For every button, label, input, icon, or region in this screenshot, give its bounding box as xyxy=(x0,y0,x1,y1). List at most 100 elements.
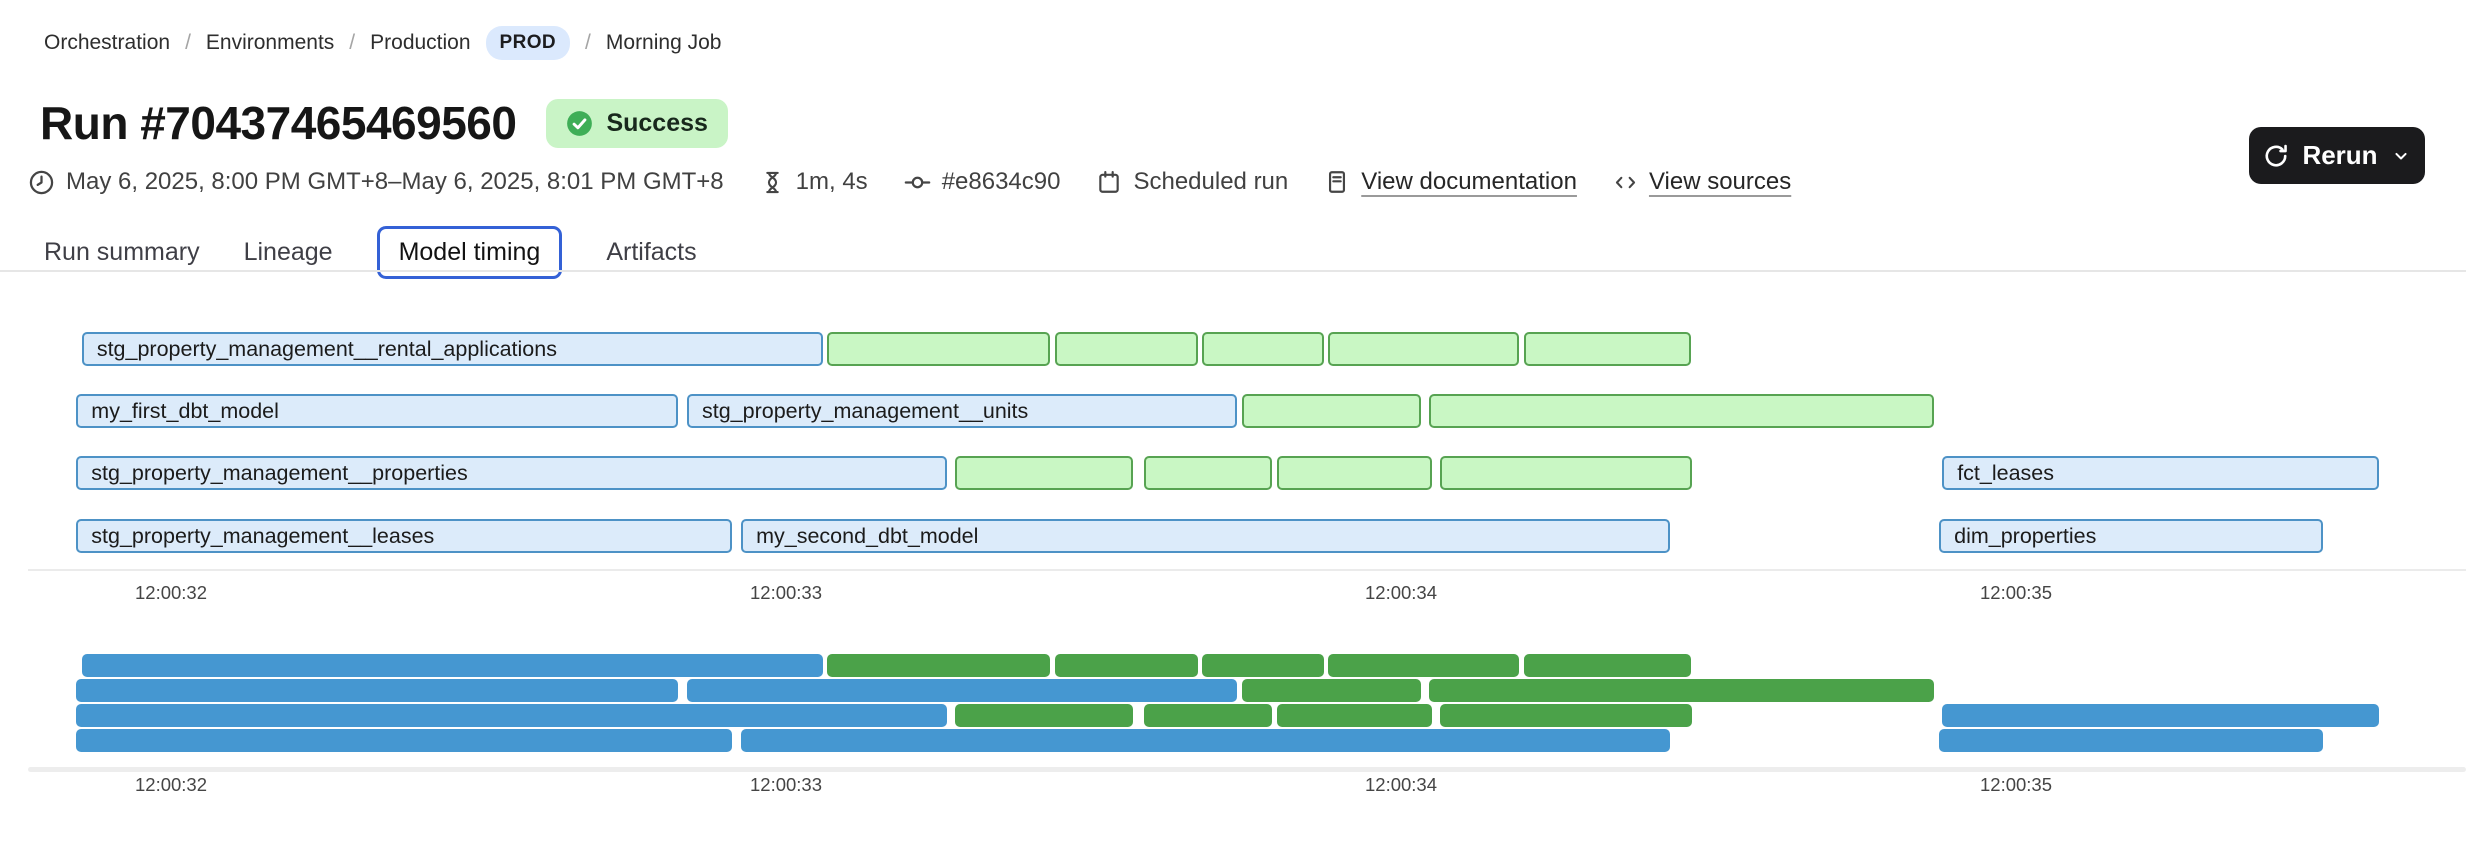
minimap-bar xyxy=(1942,704,2379,727)
gantt-bar[interactable]: stg_property_management__rental_applicat… xyxy=(81,332,823,366)
commit-icon xyxy=(904,176,931,188)
breadcrumb-separator: / xyxy=(349,31,356,54)
breadcrumb-item-environments[interactable]: Environments xyxy=(205,31,335,54)
rerun-label: Rerun xyxy=(2302,140,2378,170)
view-sources-label[interactable]: View sources xyxy=(1648,168,1792,195)
minimap-bar xyxy=(827,654,1051,677)
gantt-bar-label: stg_property_management__leases xyxy=(91,523,435,548)
gantt-bar[interactable] xyxy=(1242,394,1422,428)
gantt-bar[interactable] xyxy=(1202,332,1325,366)
duration-value: 1m, 4s xyxy=(795,168,868,195)
gantt-bar-label: stg_property_management__properties xyxy=(91,460,468,485)
status-badge: Success xyxy=(546,98,728,148)
title-row: Run #70437465469560 Success xyxy=(40,96,728,150)
gantt-bar[interactable] xyxy=(827,332,1051,366)
axis-tick-label: 12:00:34 xyxy=(1364,774,1438,795)
tab-lineage[interactable]: Lineage xyxy=(243,238,333,266)
check-icon xyxy=(567,110,593,136)
run-time-range: May 6, 2025, 8:00 PM GMT+8–May 6, 2025, … xyxy=(66,168,724,195)
breadcrumb-item-orchestration[interactable]: Orchestration xyxy=(44,31,171,54)
breadcrumb: Orchestration / Environments / Production PRO… xyxy=(44,26,721,60)
refresh-icon xyxy=(2266,144,2288,167)
minimap-bar xyxy=(1055,654,1199,677)
gantt-bar-label: dim_properties xyxy=(1954,523,2097,548)
gantt-bar[interactable] xyxy=(1429,394,1935,428)
view-documentation-link[interactable]: View documentation xyxy=(1324,168,1577,196)
calendar-icon xyxy=(1099,170,1120,193)
minimap-bar xyxy=(1143,704,1272,727)
gantt-bar[interactable] xyxy=(1276,456,1432,490)
gantt-bar-label: fct_leases xyxy=(1957,460,2054,485)
gantt-baseline xyxy=(28,569,2466,571)
axis-tick-label: 12:00:35 xyxy=(1979,774,2053,795)
breadcrumb-item-morning-job: Morning Job xyxy=(605,31,722,54)
gantt-bar-label: stg_property_management__units xyxy=(701,398,1029,423)
document-icon xyxy=(1329,171,1346,193)
minimap-bar xyxy=(1939,729,2323,752)
run-meta-row: May 6, 2025, 8:00 PM GMT+8–May 6, 2025, … xyxy=(28,168,1791,196)
commit-hash: #e8634c90 xyxy=(904,168,1061,196)
minimap-bar xyxy=(1439,704,1692,727)
gantt-bar[interactable]: fct_leases xyxy=(1942,456,2379,490)
hourglass-icon xyxy=(765,171,779,193)
minimap-bar xyxy=(1429,679,1935,702)
minimap-bar xyxy=(1327,654,1520,677)
minimap-bar xyxy=(1276,704,1432,727)
run-trigger: Scheduled run xyxy=(1096,168,1288,196)
gantt-bar[interactable] xyxy=(955,456,1133,490)
environment-badge: PROD xyxy=(485,26,571,60)
tab-artifacts[interactable]: Artifacts xyxy=(606,238,697,266)
minimap-bar xyxy=(1202,654,1325,677)
minimap-bar xyxy=(1524,654,1692,677)
chevron-down-icon[interactable] xyxy=(2391,146,2411,166)
gantt-bar[interactable] xyxy=(1055,332,1199,366)
minimap-bar xyxy=(76,679,678,702)
gantt-bar[interactable]: dim_properties xyxy=(1939,519,2323,553)
minimap-bar xyxy=(741,729,1670,752)
rerun-button[interactable]: Rerun xyxy=(2249,127,2425,184)
gantt-bar[interactable]: stg_property_management__leases xyxy=(76,519,732,553)
minimap-bar xyxy=(76,704,948,727)
gantt-bar[interactable] xyxy=(1327,332,1520,366)
view-documentation-label[interactable]: View documentation xyxy=(1361,168,1577,195)
axis-tick-label: 12:00:32 xyxy=(134,774,208,795)
gantt-bar-label: my_second_dbt_model xyxy=(756,523,979,548)
run-duration: 1m, 4s xyxy=(760,168,868,196)
minimap-scroll-track[interactable] xyxy=(28,767,2466,772)
minimap-bar xyxy=(955,704,1133,727)
breadcrumb-item-production[interactable]: Production xyxy=(370,31,471,54)
gantt-bar-label: my_first_dbt_model xyxy=(91,398,279,423)
minimap-bar xyxy=(81,654,823,677)
header-divider xyxy=(0,270,2466,272)
axis-tick-label: 12:00:33 xyxy=(749,774,823,795)
gantt-bar[interactable]: my_first_dbt_model xyxy=(76,394,678,428)
trigger-value: Scheduled run xyxy=(1133,168,1289,195)
breadcrumb-separator: / xyxy=(585,31,591,54)
gantt-bar[interactable]: stg_property_management__properties xyxy=(76,456,948,490)
gantt-bar[interactable]: stg_property_management__units xyxy=(686,394,1237,428)
commit-value: #e8634c90 xyxy=(941,168,1061,195)
gantt-bar[interactable] xyxy=(1524,332,1692,366)
axis-tick-label: 12:00:33 xyxy=(749,582,823,603)
page-title: Run #70437465469560 xyxy=(40,97,517,149)
status-label: Success xyxy=(606,108,708,137)
gantt-bar[interactable]: my_second_dbt_model xyxy=(741,519,1670,553)
clock-icon xyxy=(29,170,54,194)
axis-tick-label: 12:00:32 xyxy=(134,582,208,603)
gantt-bar-label: stg_property_management__rental_applicat… xyxy=(96,336,557,361)
gantt-bar[interactable] xyxy=(1439,456,1692,490)
view-sources-link[interactable]: View sources xyxy=(1613,168,1791,196)
tab-run-summary[interactable]: Run summary xyxy=(44,238,200,266)
gantt-bar[interactable] xyxy=(1143,456,1272,490)
minimap-bar xyxy=(686,679,1237,702)
code-icon xyxy=(1615,176,1636,188)
axis-tick-label: 12:00:35 xyxy=(1979,582,2053,603)
minimap-bar xyxy=(1242,679,1422,702)
axis-tick-label: 12:00:34 xyxy=(1364,582,1438,603)
run-schedule-time: May 6, 2025, 8:00 PM GMT+8–May 6, 2025, … xyxy=(28,168,724,196)
breadcrumb-separator: / xyxy=(185,31,191,54)
minimap-bar xyxy=(76,729,732,752)
